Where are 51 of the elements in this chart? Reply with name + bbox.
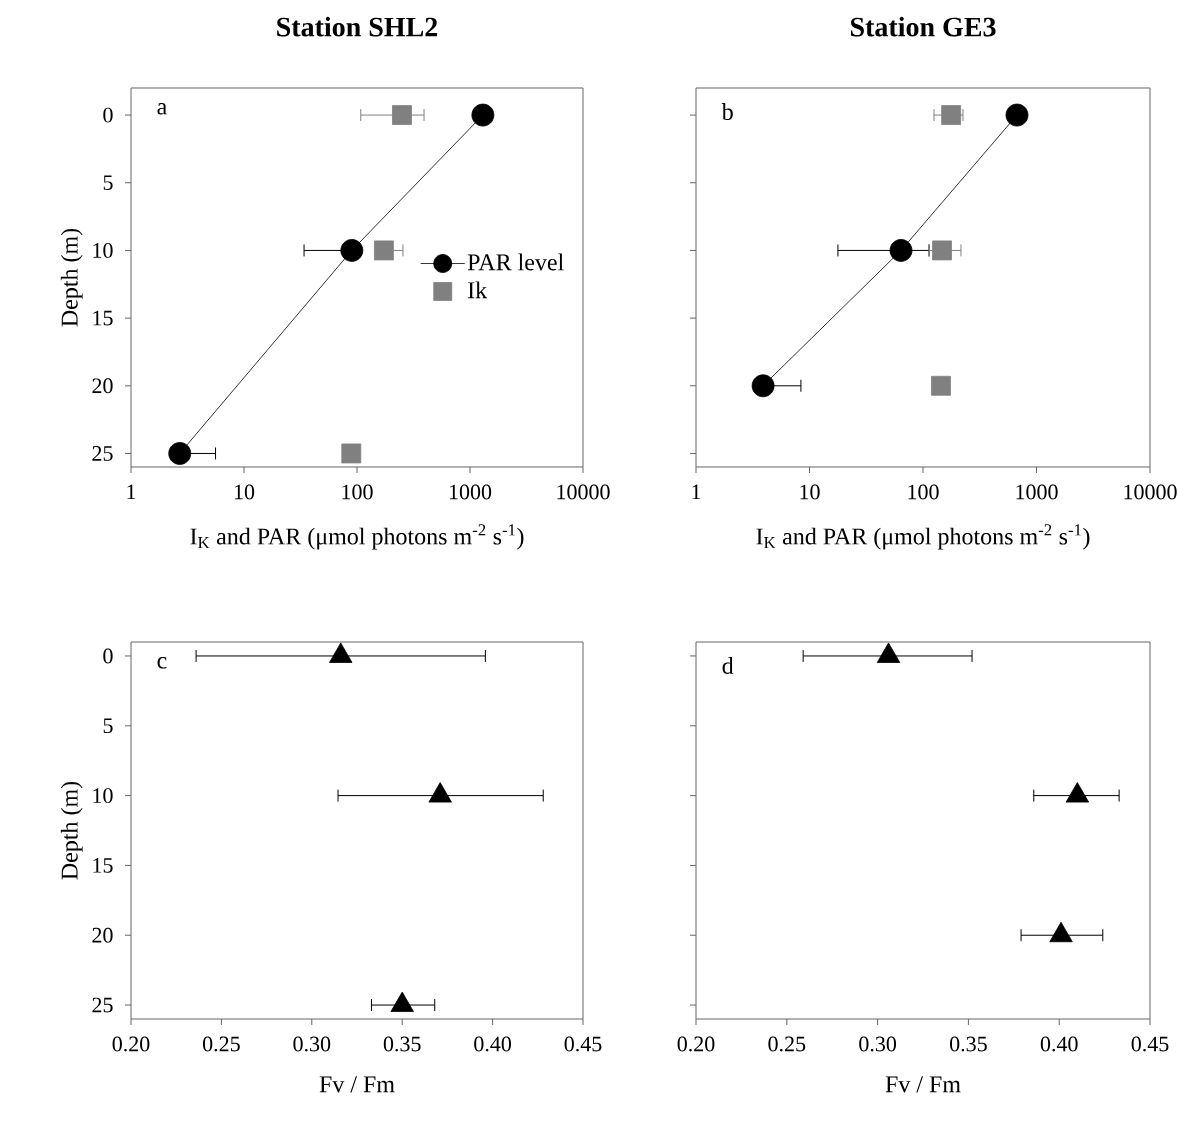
x-tick-label: 0.30 xyxy=(859,1036,897,1052)
x-tick-label: 1000 xyxy=(1016,484,1058,500)
x-tick-label: 10000 xyxy=(1124,484,1177,500)
x-tick-label: 1 xyxy=(692,484,701,500)
x-tick-label: 0.25 xyxy=(768,1036,806,1052)
annotation: d xyxy=(722,657,734,674)
chart-title: Station GE3 xyxy=(850,16,996,37)
y-tick-label: 10 xyxy=(93,243,113,258)
y-tick-label: 15 xyxy=(93,310,113,326)
annotation: b xyxy=(721,103,733,120)
y-tick-label: 5 xyxy=(103,718,113,734)
x-tick-label: 0.25 xyxy=(202,1036,240,1052)
y-axis-title: Depth (m) xyxy=(60,228,83,327)
point xyxy=(428,782,452,803)
x-tick-label: 10000 xyxy=(557,484,610,500)
x-tick-label: 0.20 xyxy=(677,1036,715,1052)
x-axis-title: Fv / Fm xyxy=(319,1076,395,1093)
annotation: a xyxy=(157,103,167,115)
x-tick-label: 0.30 xyxy=(293,1036,331,1052)
y-tick-label: 0 xyxy=(103,107,113,123)
point xyxy=(390,991,414,1012)
legend-label: PAR level xyxy=(467,253,564,271)
annotation: c xyxy=(157,657,167,669)
x-tick-label: 0.45 xyxy=(564,1036,602,1052)
x-tick-label: 0.45 xyxy=(1131,1036,1169,1052)
chart-title: Station SHL2 xyxy=(277,16,438,37)
x-axis-title: I$_{K}$ and PAR (μmol photons m$^{-2}$ s$^{-1}$) xyxy=(190,524,524,550)
x-tick-label: 1 xyxy=(127,484,136,500)
y-tick-label: 10 xyxy=(93,788,113,804)
x-tick-label: 100 xyxy=(342,484,373,500)
y-tick-label: 5 xyxy=(103,175,113,191)
y-tick-label: 25 xyxy=(92,446,113,461)
y-axis-title: Depth (m) xyxy=(60,781,83,880)
y-tick-label: 20 xyxy=(92,927,113,943)
x-tick-label: 1000 xyxy=(449,484,492,500)
x-tick-label: 0.40 xyxy=(1040,1036,1078,1052)
x-tick-label: 0.40 xyxy=(474,1036,512,1052)
y-tick-label: 25 xyxy=(92,997,113,1013)
x-axis-title: I$_{K}$ and PAR (μmol photons m$^{-2}$ s$^{-1}$) xyxy=(756,524,1090,550)
x-tick-label: 0.35 xyxy=(383,1036,421,1052)
x-tick-label: 100 xyxy=(908,484,939,500)
x-tick-label: 0.35 xyxy=(950,1036,987,1052)
legend-label: Ik xyxy=(468,281,488,299)
point xyxy=(329,642,353,663)
x-tick-label: 0.20 xyxy=(112,1036,150,1052)
y-tick-label: 20 xyxy=(92,378,113,394)
y-tick-label: 0 xyxy=(103,648,113,664)
x-axis-title: Fv / Fm xyxy=(885,1076,961,1093)
x-tick-label: 10 xyxy=(234,484,255,500)
y-tick-label: 15 xyxy=(93,858,113,873)
x-tick-label: 10 xyxy=(800,484,820,500)
